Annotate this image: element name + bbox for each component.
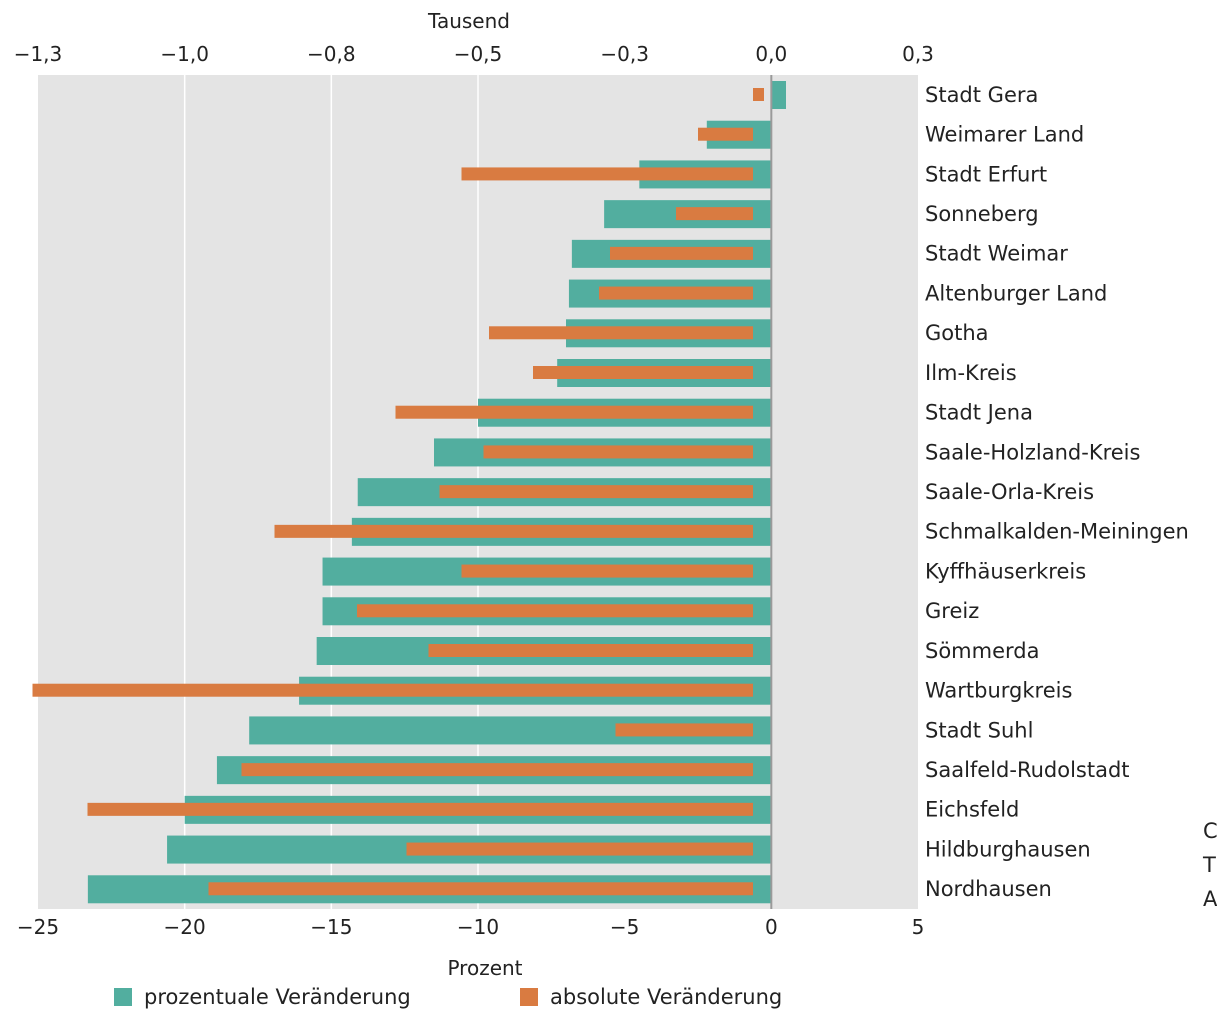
legend-label-prozentual: prozentuale Veränderung: [144, 985, 411, 1009]
category-label: Stadt Weimar: [925, 242, 1068, 266]
legend-swatch-prozentual: [114, 988, 132, 1006]
category-label: Sömmerda: [925, 639, 1039, 663]
series-absolute-veraenderung: [32, 88, 764, 896]
bar-absolut: [208, 882, 753, 896]
category-label: Saalfeld-Rudolstadt: [925, 758, 1130, 782]
bar-absolut: [483, 445, 753, 459]
right-edge-text: C T A: [1202, 819, 1217, 911]
bar-absolut: [610, 246, 753, 260]
bottom-tick-label: 5: [912, 915, 925, 939]
category-label: Altenburger Land: [925, 281, 1107, 305]
top-tick-label: −0,8: [307, 42, 356, 66]
category-label: Stadt Gera: [925, 83, 1038, 107]
category-label: Schmalkalden-Meiningen: [925, 520, 1189, 544]
top-axis-title: Tausend: [427, 9, 510, 33]
bar-absolut: [428, 644, 753, 657]
legend-label-absolut: absolute Veränderung: [550, 985, 782, 1009]
right-edge-char-2: T: [1202, 853, 1216, 877]
legend: prozentuale Veränderung absolute Verände…: [114, 985, 782, 1009]
bar-absolut: [406, 842, 753, 856]
bottom-tick-label: −15: [310, 915, 352, 939]
top-tick-label: −1,0: [160, 42, 209, 66]
bottom-tick-label: −20: [164, 915, 206, 939]
bar-absolut: [533, 366, 753, 379]
category-label: Wartburgkreis: [925, 679, 1072, 703]
bar-absolut: [461, 564, 753, 578]
bar-absolut: [395, 405, 753, 419]
bottom-tick-label: −25: [17, 915, 59, 939]
bar-absolut: [676, 207, 753, 221]
bar-absolut: [615, 723, 753, 737]
category-label: Stadt Jena: [925, 401, 1033, 425]
bar-absolut: [274, 524, 753, 538]
category-label: Greiz: [925, 599, 979, 623]
bar-absolut: [753, 88, 764, 101]
top-tick-label: −0,3: [600, 42, 649, 66]
category-label: Nordhausen: [925, 877, 1052, 901]
category-label: Ilm-Kreis: [925, 361, 1017, 385]
category-label: Hildburghausen: [925, 837, 1091, 861]
legend-swatch-absolut: [520, 988, 538, 1006]
bottom-tick-label: −5: [610, 915, 639, 939]
top-tick-label: 0,3: [902, 42, 934, 66]
bar-absolut: [599, 286, 753, 300]
category-labels: Stadt Gera Weimarer Land Stadt Erfurt Sonne…: [925, 83, 1189, 901]
bottom-tick-label: −10: [457, 915, 499, 939]
right-edge-char-1: C: [1203, 819, 1217, 843]
top-tick-label: −1,3: [14, 42, 63, 66]
bar-absolut: [489, 326, 753, 340]
bar-absolut: [461, 167, 753, 181]
bar-absolut: [32, 683, 753, 697]
category-label: Saale-Holzland-Kreis: [925, 440, 1140, 464]
top-axis-ticks: −1,3 −1,0 −0,8 −0,5 −0,3 0,0 0,3: [14, 42, 934, 66]
bar-absolut: [87, 802, 753, 816]
bottom-axis-title: Prozent: [447, 956, 522, 980]
category-label: Stadt Erfurt: [925, 162, 1047, 186]
bottom-tick-label: 0: [765, 915, 778, 939]
category-label: Gotha: [925, 321, 989, 345]
category-label: Stadt Suhl: [925, 718, 1033, 742]
bar-prozentual: [771, 81, 786, 109]
category-label: Kyffhäuserkreis: [925, 559, 1086, 583]
top-tick-label: −0,5: [454, 42, 503, 66]
bottom-axis-ticks: −25 −20 −15 −10 −5 0 5: [17, 915, 924, 939]
category-label: Eichsfeld: [925, 798, 1019, 822]
bar-absolut: [357, 604, 753, 618]
category-label: Weimarer Land: [925, 123, 1084, 147]
bar-absolut: [241, 763, 753, 777]
category-label: Sonneberg: [925, 202, 1039, 226]
category-label: Saale-Orla-Kreis: [925, 480, 1094, 504]
bar-absolut: [698, 127, 753, 141]
right-edge-char-3: A: [1203, 887, 1217, 911]
top-tick-label: 0,0: [755, 42, 787, 66]
bar-absolut: [439, 485, 753, 499]
